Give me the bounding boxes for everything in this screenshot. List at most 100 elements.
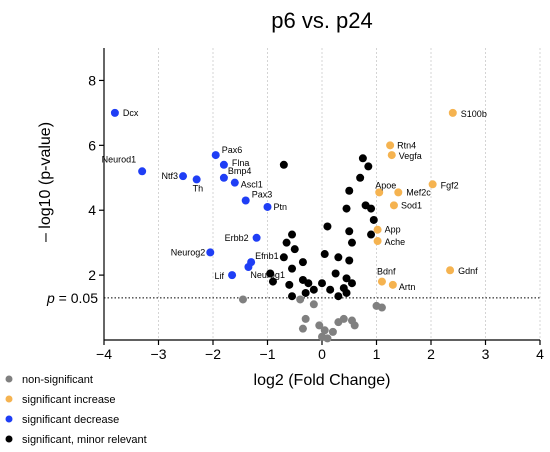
chart-title: p6 vs. p24 bbox=[271, 8, 373, 33]
point-significant-decrease-dcx bbox=[110, 108, 119, 117]
point-significant-increase-apoe bbox=[375, 188, 384, 197]
x-tick-label-4: 4 bbox=[536, 346, 544, 362]
point-significant-increase-sod1 bbox=[389, 201, 398, 210]
point-significant-decrease-bmp4 bbox=[219, 173, 228, 182]
point-significant-minor-relevant-28 bbox=[304, 279, 313, 288]
point-non-significant-13 bbox=[298, 324, 307, 333]
point-significant-minor-relevant-7 bbox=[367, 204, 376, 213]
point-significant-minor-relevant-2 bbox=[364, 162, 373, 171]
point-label-fgf2: Fgf2 bbox=[441, 180, 459, 190]
point-label-lif: Lif bbox=[215, 271, 225, 281]
point-significant-increase-mef2c bbox=[394, 188, 403, 197]
point-non-significant-1 bbox=[296, 295, 305, 304]
legend-marker-significant-increase bbox=[5, 395, 13, 403]
legend-label-non-significant: non-significant bbox=[22, 374, 93, 386]
point-significant-decrease-neurog1 bbox=[244, 263, 253, 271]
point-significant-minor-relevant-4 bbox=[345, 186, 354, 195]
y-tick-label-2: 2 bbox=[88, 267, 96, 283]
point-significant-decrease-th bbox=[192, 175, 201, 184]
threshold-label-value: = 0.05 bbox=[55, 290, 98, 306]
x-tick-label-3: −3 bbox=[151, 346, 167, 362]
point-non-significant-8 bbox=[328, 327, 337, 336]
point-label-gdnf: Gdnf bbox=[458, 266, 478, 276]
axes: −4 −3 −2 −1 0 1 2 3 4 2 4 6 8 bbox=[88, 48, 544, 362]
legend-marker-non-significant bbox=[5, 375, 13, 383]
legend-label-significant-minor-relevant: significant, minor relevant bbox=[22, 434, 147, 446]
point-significant-decrease-ptn bbox=[263, 202, 272, 211]
point-significant-minor-relevant-5 bbox=[342, 204, 351, 213]
point-significant-decrease-neurod1 bbox=[138, 167, 147, 176]
point-non-significant-0 bbox=[238, 295, 247, 304]
point-significant-minor-relevant-8 bbox=[369, 215, 378, 224]
point-label-neurog2: Neurog2 bbox=[171, 247, 206, 257]
point-significant-minor-relevant-21 bbox=[345, 256, 354, 265]
point-significant-decrease-erbb2 bbox=[252, 233, 261, 242]
point-significant-minor-relevant-3 bbox=[356, 173, 365, 182]
point-significant-minor-relevant-20 bbox=[334, 253, 343, 262]
point-significant-decrease-lif bbox=[228, 271, 237, 280]
point-significant-minor-relevant-31 bbox=[301, 288, 310, 297]
point-label-app: App bbox=[385, 225, 401, 235]
point-non-significant-4 bbox=[315, 321, 324, 330]
legend-marker-significant-decrease bbox=[5, 415, 13, 423]
point-significant-decrease-pax3 bbox=[241, 196, 250, 205]
point-significant-decrease-ascl1 bbox=[230, 178, 239, 187]
point-significant-increase-s100b bbox=[448, 108, 457, 117]
point-label-flna: Flna bbox=[232, 158, 250, 168]
point-significant-minor-relevant-9 bbox=[323, 222, 332, 231]
point-label-efnb1: Efnb1 bbox=[255, 251, 279, 261]
point-significant-minor-relevant-10 bbox=[345, 227, 354, 236]
point-label-th: Th bbox=[193, 183, 204, 193]
point-label-s100b: S100b bbox=[461, 109, 487, 119]
point-significant-increase-rtn4 bbox=[386, 141, 395, 150]
point-label-vegfa: Vegfa bbox=[399, 151, 422, 161]
point-significant-minor-relevant-15 bbox=[290, 245, 299, 254]
point-significant-minor-relevant-26 bbox=[285, 280, 294, 289]
point-significant-minor-relevant-19 bbox=[320, 250, 329, 259]
point-significant-minor-relevant-23 bbox=[342, 274, 351, 283]
point-label-bdnf: Bdnf bbox=[377, 267, 396, 277]
point-significant-minor-relevant-18 bbox=[288, 264, 297, 273]
point-significant-increase-gdnf bbox=[446, 266, 455, 275]
point-label-ntf3: Ntf3 bbox=[162, 171, 179, 181]
point-label-erbb2: Erbb2 bbox=[225, 233, 249, 243]
point-significant-increase-fgf2 bbox=[428, 180, 437, 189]
point-significant-minor-relevant-32 bbox=[326, 285, 335, 294]
point-significant-minor-relevant-16 bbox=[279, 253, 288, 262]
threshold-label-p: p bbox=[46, 290, 55, 306]
x-tick-label-4: −4 bbox=[96, 346, 112, 362]
point-label-ache: Ache bbox=[385, 237, 406, 247]
point-significant-minor-relevant-25 bbox=[268, 277, 277, 286]
point-significant-minor-relevant-33 bbox=[334, 292, 343, 301]
point-label-mef2c: Mef2c bbox=[406, 187, 431, 197]
x-tick-label-3: 3 bbox=[482, 346, 490, 362]
point-significant-minor-relevant-36 bbox=[347, 279, 356, 288]
y-tick-label-4: 4 bbox=[88, 202, 96, 218]
point-label-ascl1: Ascl1 bbox=[241, 180, 263, 190]
point-label-artn: Artn bbox=[399, 282, 416, 292]
point-significant-minor-relevant-24 bbox=[266, 269, 275, 278]
legend-label-significant-increase: significant increase bbox=[22, 394, 116, 406]
point-label-neurod1: Neurod1 bbox=[102, 154, 137, 164]
point-label-neurog1: Neurog1 bbox=[250, 270, 285, 280]
point-significant-minor-relevant-12 bbox=[347, 238, 356, 247]
point-significant-increase-vegfa bbox=[387, 151, 396, 160]
point-significant-increase-bdnf bbox=[377, 277, 386, 286]
point-label-dcx: Dcx bbox=[123, 108, 139, 118]
point-significant-decrease-pax6 bbox=[211, 151, 220, 160]
legend-marker-significant-minor-relevant bbox=[5, 435, 13, 443]
point-significant-increase-artn bbox=[388, 280, 397, 289]
point-significant-minor-relevant-1 bbox=[358, 154, 367, 163]
point-non-significant-15 bbox=[377, 303, 386, 312]
point-significant-minor-relevant-22 bbox=[331, 269, 340, 278]
legend: non-significant significant increase signi… bbox=[5, 374, 147, 446]
point-significant-minor-relevant-35 bbox=[339, 284, 348, 293]
threshold-label: p = 0.05 bbox=[46, 290, 98, 306]
point-significant-minor-relevant-37 bbox=[318, 279, 326, 288]
x-tick-label-0: 0 bbox=[318, 346, 326, 362]
point-non-significant-12 bbox=[350, 321, 359, 330]
point-significant-minor-relevant-13 bbox=[288, 230, 297, 239]
point-significant-minor-relevant-11 bbox=[367, 230, 376, 239]
